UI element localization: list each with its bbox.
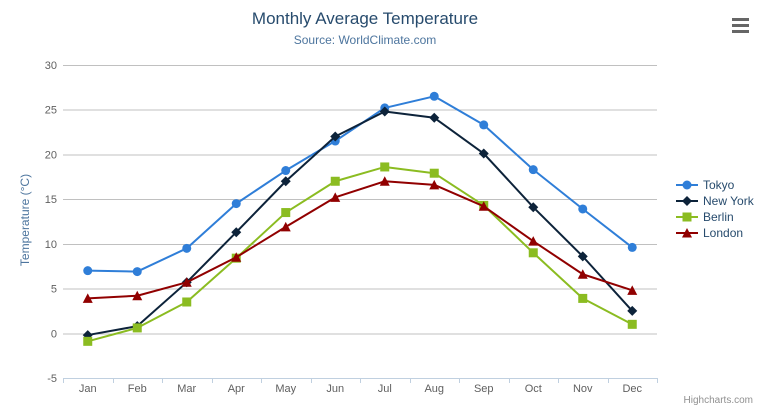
data-point-london[interactable] [528, 236, 539, 246]
data-point-berlin[interactable] [132, 323, 142, 333]
data-point-tokyo[interactable] [281, 166, 291, 176]
series-line-tokyo[interactable] [86, 95, 634, 273]
data-point-berlin[interactable] [330, 176, 340, 186]
x-tick-label: Apr [228, 383, 245, 395]
data-point-tokyo[interactable] [182, 243, 192, 253]
legend-marker-circle-icon [676, 180, 698, 190]
data-point-london[interactable] [280, 221, 291, 232]
x-tick-label: Nov [573, 383, 593, 395]
legend-symbol-new-york[interactable] [682, 196, 692, 206]
y-tick-label: 15 [45, 194, 57, 206]
x-tick-label: Jan [79, 383, 97, 395]
data-point-london[interactable] [478, 201, 489, 211]
data-point-berlin[interactable] [429, 168, 439, 178]
data-point-london[interactable] [231, 252, 242, 262]
data-point-tokyo[interactable] [627, 242, 637, 252]
y-tick-label: 5 [51, 284, 57, 296]
data-point-tokyo[interactable] [83, 266, 93, 276]
data-point-berlin[interactable] [627, 319, 637, 329]
x-tick-label: Sep [474, 383, 494, 395]
data-point-london[interactable] [181, 277, 192, 287]
series-line-london[interactable] [86, 180, 634, 300]
x-tick-label: Aug [424, 383, 444, 395]
x-tick-label: Mar [177, 383, 196, 395]
x-tick-label: Jul [378, 383, 392, 395]
series-line-berlin[interactable] [86, 165, 634, 343]
series-tokyo[interactable] [83, 91, 637, 277]
data-point-berlin[interactable] [380, 162, 390, 172]
y-tick-label: 20 [45, 149, 57, 161]
data-point-london[interactable] [379, 176, 390, 186]
data-point-new-york[interactable] [330, 131, 341, 142]
legend-marker-triangle-icon [676, 228, 698, 238]
legend-item-berlin[interactable]: Berlin [676, 209, 754, 225]
y-tick-label: -5 [47, 373, 57, 385]
data-point-tokyo[interactable] [528, 165, 538, 175]
credits-link[interactable]: Highcharts.com [683, 395, 753, 406]
legend-symbol-berlin[interactable] [682, 212, 692, 222]
data-point-new-york[interactable] [231, 227, 242, 238]
data-point-new-york[interactable] [280, 176, 291, 187]
data-point-berlin[interactable] [528, 248, 538, 258]
data-point-tokyo[interactable] [132, 267, 142, 277]
data-point-berlin[interactable] [182, 297, 192, 307]
data-point-new-york[interactable] [627, 305, 638, 316]
series-line-new-york[interactable] [86, 110, 634, 337]
data-point-london[interactable] [627, 285, 638, 295]
data-point-london[interactable] [330, 192, 341, 202]
y-tick-label: 10 [45, 239, 57, 251]
legend-item-tokyo[interactable]: Tokyo [676, 177, 754, 193]
legend-item-new-york[interactable]: New York [676, 193, 754, 209]
data-point-berlin[interactable] [578, 293, 588, 303]
x-tick-label: Oct [525, 383, 542, 395]
y-axis-title: Temperature (°C) [18, 173, 32, 267]
legend-item-london[interactable]: London [676, 225, 754, 241]
legend-label: New York [703, 194, 754, 208]
data-point-berlin[interactable] [83, 336, 93, 346]
x-tick-label: Dec [622, 383, 642, 395]
data-point-london[interactable] [82, 293, 93, 303]
data-point-new-york[interactable] [478, 148, 489, 159]
legend-label: Tokyo [703, 178, 735, 192]
legend-label: Berlin [703, 210, 734, 224]
x-tick-label: Jun [326, 383, 344, 395]
data-point-london[interactable] [577, 269, 588, 279]
series-new-york[interactable] [82, 106, 638, 341]
export-menu-button[interactable] [729, 14, 753, 36]
y-tick-label: 0 [51, 328, 57, 340]
y-tick-label: 25 [45, 105, 57, 117]
data-point-london[interactable] [132, 290, 143, 301]
legend-marker-square-icon [676, 212, 698, 222]
data-point-london[interactable] [429, 179, 440, 190]
legend-symbol-london[interactable] [682, 228, 692, 238]
legend: Tokyo New York Berlin London [676, 177, 754, 241]
data-point-tokyo[interactable] [231, 199, 241, 209]
data-point-new-york[interactable] [577, 251, 588, 262]
data-point-new-york[interactable] [528, 202, 539, 213]
data-point-new-york[interactable] [429, 112, 440, 123]
x-tick-label: Feb [128, 383, 147, 395]
legend-symbol-tokyo[interactable] [682, 180, 692, 190]
legend-label: London [703, 226, 744, 240]
data-point-new-york[interactable] [379, 106, 390, 117]
data-point-tokyo[interactable] [479, 120, 489, 130]
chart-title: Monthly Average Temperature [251, 9, 479, 28]
chart-subtitle: Source: WorldClimate.com [293, 33, 437, 47]
x-tick-label: May [275, 383, 296, 395]
data-point-berlin[interactable] [281, 208, 291, 218]
y-tick-label: 30 [45, 60, 57, 72]
series-london[interactable] [82, 176, 638, 303]
data-point-tokyo[interactable] [578, 204, 588, 214]
data-point-tokyo[interactable] [429, 91, 439, 101]
legend-marker-diamond-icon [676, 196, 698, 206]
